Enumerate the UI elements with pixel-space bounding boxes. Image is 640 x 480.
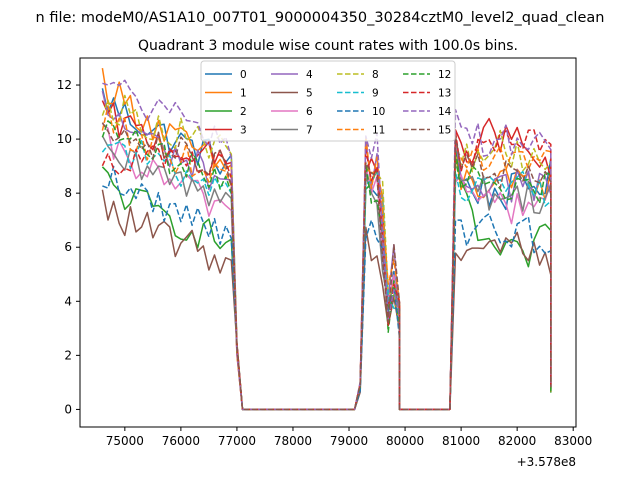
chart-title: Quadrant 3 module wise count rates with …	[138, 38, 518, 54]
series-line-10	[102, 165, 552, 411]
series-lines	[101, 67, 552, 411]
series-line-15	[101, 122, 552, 411]
legend-label-12: 12	[438, 69, 451, 81]
x-tick-label-81000: 81000	[442, 434, 480, 448]
legend-label-14: 14	[438, 106, 452, 118]
x-tick-label-76000: 76000	[162, 434, 200, 448]
figure-suptitle: n file: modeM0/AS1A10_007T01_9000004350_…	[36, 10, 605, 26]
y-tick-label-4: 4	[64, 294, 72, 308]
legend-label-0: 0	[240, 69, 247, 81]
x-tick-label-80000: 80000	[386, 434, 424, 448]
axes-frame	[79, 57, 577, 428]
y-tick-label-12: 12	[57, 78, 72, 92]
legend-label-1: 1	[240, 88, 247, 100]
x-tick-label-82000: 82000	[498, 434, 536, 448]
legend-label-6: 6	[306, 106, 313, 118]
legend-label-4: 4	[306, 69, 313, 81]
y-tick-label-2: 2	[64, 348, 72, 362]
series-line-13	[101, 129, 552, 411]
legend-label-7: 7	[306, 125, 313, 137]
x-axis: 75000 76000 77000 78000 79000 80000 81000 82000…	[106, 427, 592, 448]
legend-box	[200, 60, 456, 142]
y-tick-label-0: 0	[64, 402, 72, 416]
plot-area: 75000 76000 77000 78000 79000 80000 81000 82000…	[57, 57, 592, 469]
y-tick-label-6: 6	[64, 240, 72, 254]
series-line-14	[102, 79, 552, 411]
legend-label-5: 5	[306, 88, 313, 100]
x-tick-label-79000: 79000	[330, 434, 368, 448]
y-tick-label-10: 10	[57, 132, 72, 146]
legend-label-13: 13	[438, 88, 451, 100]
y-axis: 0 2 4 6 8 10 12	[57, 78, 80, 416]
y-tick-label-8: 8	[64, 186, 72, 200]
legend-label-15: 15	[438, 125, 451, 137]
x-offset-label: +3.578e8	[517, 455, 576, 469]
legend-label-9: 9	[372, 88, 379, 100]
legend-label-2: 2	[240, 106, 247, 118]
x-tick-label-83000: 83000	[554, 434, 592, 448]
legend-label-3: 3	[240, 125, 247, 137]
legend-label-11: 11	[372, 125, 385, 137]
x-tick-label-77000: 77000	[218, 434, 256, 448]
legend-label-10: 10	[372, 106, 385, 118]
legend-label-8: 8	[372, 69, 379, 81]
x-tick-label-75000: 75000	[106, 434, 144, 448]
x-tick-label-78000: 78000	[274, 434, 312, 448]
